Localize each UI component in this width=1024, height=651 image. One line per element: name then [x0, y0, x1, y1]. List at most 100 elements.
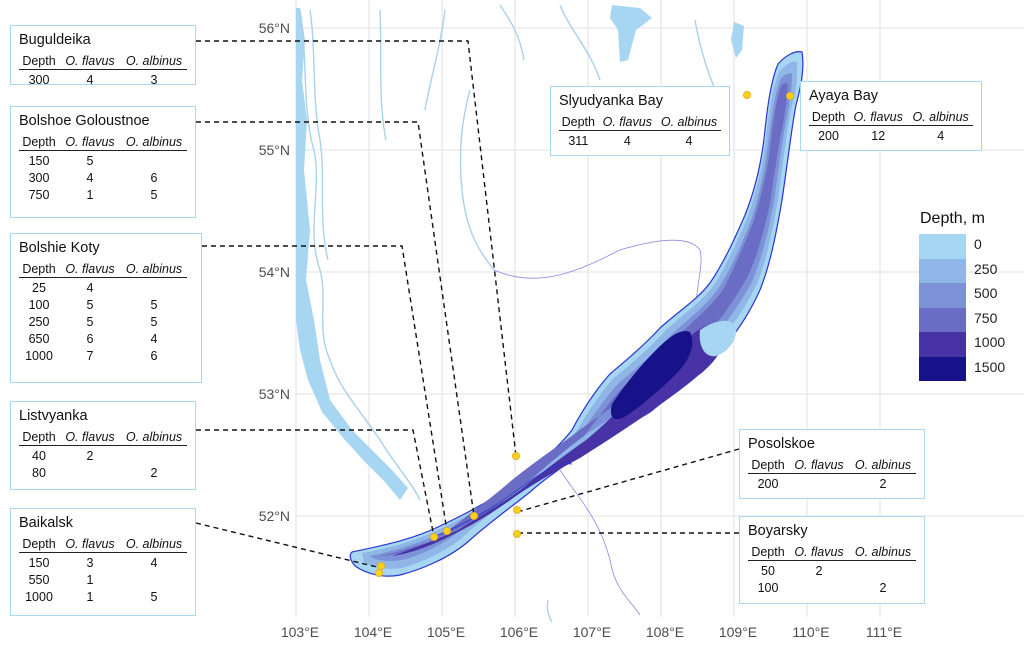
lon-label: 110°E	[792, 624, 829, 640]
site-title: Boyarsky	[748, 523, 808, 539]
legend-swatch	[919, 234, 966, 259]
reservoir	[610, 5, 652, 62]
site-point	[786, 92, 795, 101]
lon-label: 103°E	[281, 624, 319, 640]
cell-albinus	[850, 561, 916, 579]
legend-item: 1000	[908, 332, 1018, 357]
cell-albinus: 4	[685, 134, 693, 148]
table-row: 1000 1 5	[19, 587, 187, 604]
table-row: 1000 7 6	[19, 346, 187, 363]
col-albinus: O. albinus	[850, 458, 916, 474]
leader-posolskoe	[516, 448, 740, 513]
legend-label: 500	[974, 285, 998, 301]
site-table: Depth O. flavus O. albinus 150 5 300 4 6…	[19, 135, 187, 202]
col-flavus: O. flavus	[788, 458, 850, 474]
col-flavus: O. flavus	[59, 430, 121, 446]
legend-item: 1500	[908, 356, 1018, 381]
site-title: Baikalsk	[19, 515, 73, 531]
site-table: Depth O. flavus O. albinus 200 12 4	[809, 110, 973, 143]
admin-boundary	[493, 239, 702, 321]
col-depth: Depth	[19, 430, 59, 446]
cell-flavus: 1	[86, 573, 94, 587]
longitude-labels: 103°E 104°E 105°E 106°E 107°E 108°E 109°…	[281, 624, 902, 640]
col-albinus: O. albinus	[121, 54, 187, 70]
table-row: 750 1 5	[19, 185, 187, 202]
cell-albinus: 5	[150, 315, 158, 329]
leader-listvyanka	[196, 429, 435, 538]
site-table: Depth O. flavus O. albinus 50 2 100 2	[748, 545, 916, 595]
legend-item: 250	[908, 258, 1018, 283]
cell-depth: 200	[818, 129, 839, 143]
depth-zone-750	[380, 83, 788, 556]
table-row: 550 1	[19, 570, 187, 587]
site-title: Posolskoe	[748, 436, 815, 452]
lat-label: 56°N	[259, 20, 290, 36]
cell-depth: 550	[28, 573, 50, 587]
cell-albinus	[121, 278, 187, 296]
cell-albinus	[121, 151, 187, 169]
leader-buguldeika	[196, 40, 517, 457]
reservoir	[296, 8, 408, 500]
cell-depth: 150	[28, 556, 50, 570]
col-depth: Depth	[809, 110, 849, 126]
legend-swatch	[919, 258, 966, 283]
site-table: Depth O. flavus O. albinus 25 4 100 5 5 …	[19, 262, 187, 363]
table-row: 250 5 5	[19, 312, 187, 329]
site-box-bolshie-koty: Bolshie Koty Depth O. flavus O. albinus …	[10, 233, 202, 383]
legend-label: 750	[974, 309, 998, 326]
legend-label: 1000	[974, 334, 1006, 350]
site-box-ayaya-bay: Ayaya Bay Depth O. flavus O. albinus 200…	[800, 81, 982, 151]
leader-bolshoe-goloustnoe	[196, 121, 475, 517]
site-title: Buguldeika	[19, 32, 91, 48]
table-row: 100 2	[748, 578, 916, 595]
col-depth: Depth	[19, 135, 59, 151]
river	[309, 9, 329, 261]
reservoir	[731, 22, 744, 58]
cell-flavus: 4	[86, 73, 94, 87]
cell-albinus: 2	[879, 477, 887, 491]
table-row: 80 2	[19, 463, 187, 480]
river	[546, 599, 553, 623]
cell-depth: 1000	[25, 590, 53, 604]
col-flavus: O. flavus	[59, 135, 121, 151]
cell-albinus: 5	[150, 188, 158, 202]
site-title: Bolshie Koty	[19, 240, 100, 256]
cell-albinus	[121, 446, 187, 464]
cell-depth: 25	[32, 281, 46, 295]
table-row: 100 5 5	[19, 295, 187, 312]
lat-label: 54°N	[259, 264, 290, 280]
leader-baikalsk	[195, 522, 382, 569]
col-flavus: O. flavus	[848, 110, 909, 126]
cell-flavus: 7	[86, 349, 94, 363]
cell-flavus: 5	[86, 315, 94, 329]
river	[559, 4, 601, 81]
cell-flavus: 4	[86, 281, 94, 295]
depth-legend: Depth, m 0 250 500 750 1000 1500	[908, 210, 1018, 381]
cell-flavus	[59, 463, 121, 480]
table-row: 40 2	[19, 446, 187, 464]
cell-depth: 1000	[25, 349, 53, 363]
cell-flavus: 2	[815, 564, 823, 578]
lat-label: 53°N	[259, 386, 290, 402]
cell-albinus: 4	[150, 556, 158, 570]
legend-swatch	[919, 356, 966, 381]
site-box-posolskoe: Posolskoe Depth O. flavus O. albinus 200…	[739, 429, 925, 499]
river	[459, 89, 495, 271]
table-row: 150 3 4	[19, 553, 187, 570]
cell-depth: 50	[761, 564, 775, 578]
cell-flavus: 3	[86, 556, 94, 570]
table-row: 150 5	[19, 151, 187, 169]
cell-albinus: 4	[937, 129, 945, 143]
table-row: 50 2	[748, 561, 916, 579]
legend-title: Depth, m	[920, 210, 985, 227]
site-point	[513, 505, 522, 514]
cell-albinus	[121, 570, 187, 587]
site-box-bolshoe-goloustnoe: Bolshoe Goloustnoe Depth O. flavus O. al…	[10, 106, 196, 218]
table-row: 650 6 4	[19, 329, 187, 346]
cell-depth: 750	[28, 188, 50, 202]
col-albinus: O. albinus	[657, 115, 721, 131]
lon-label: 106°E	[500, 624, 538, 640]
cell-flavus: 6	[86, 332, 94, 346]
site-point	[374, 569, 383, 578]
